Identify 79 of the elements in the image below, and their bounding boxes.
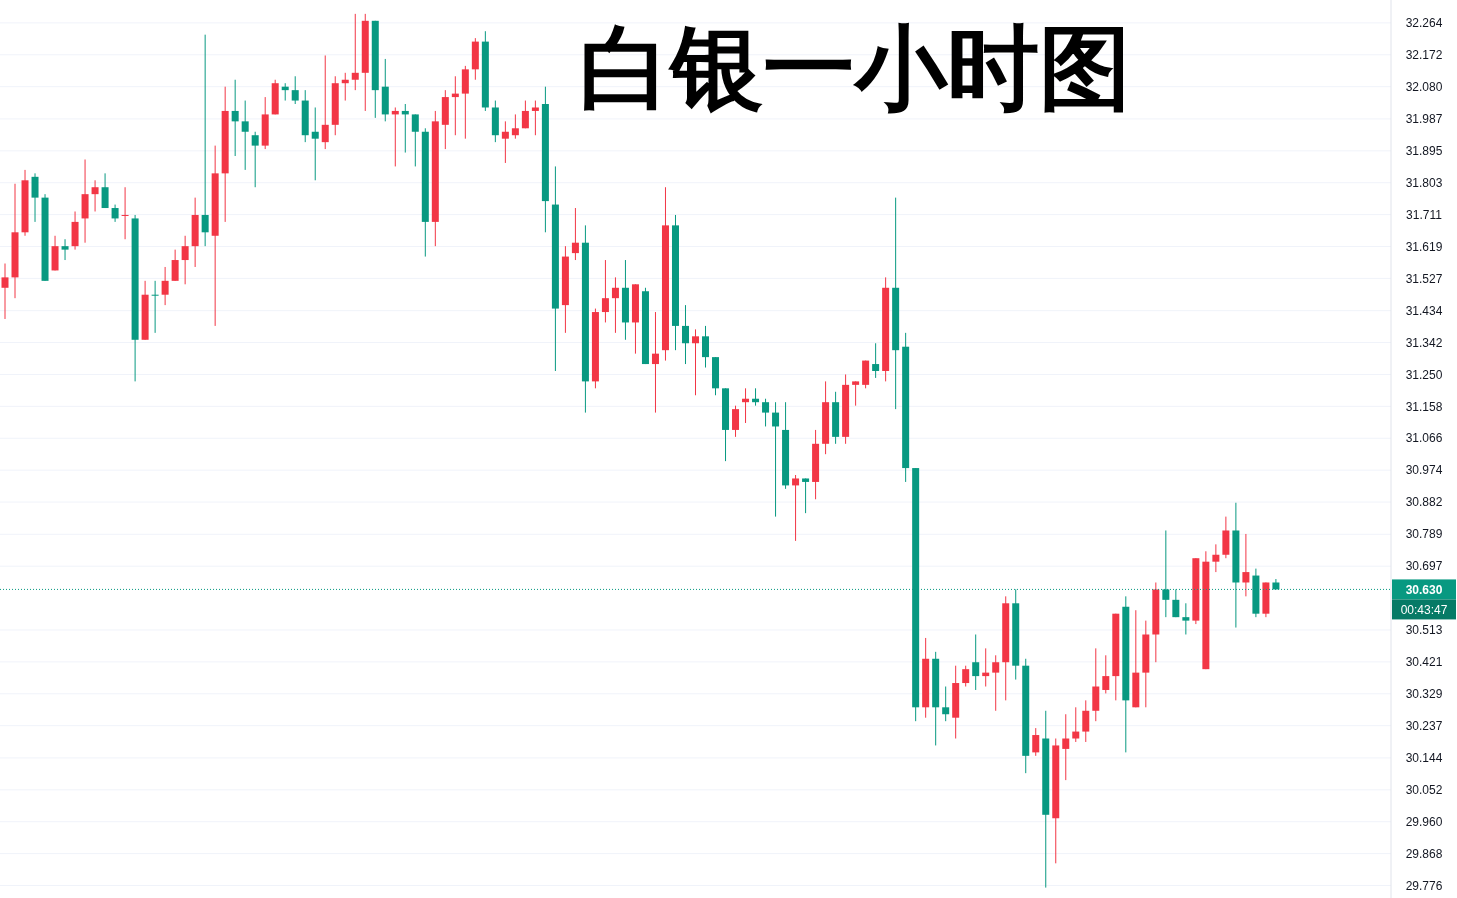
candlestick bbox=[241, 100, 249, 171]
y-tick-label: 30.513 bbox=[1405, 623, 1443, 638]
y-tick-label: 30.421 bbox=[1405, 655, 1443, 670]
y-tick-label: 31.066 bbox=[1405, 431, 1443, 446]
candlestick bbox=[571, 207, 579, 261]
y-tick-label: 31.987 bbox=[1405, 112, 1443, 127]
candlestick bbox=[411, 113, 419, 167]
candlestick bbox=[762, 398, 770, 427]
y-tick-label: 31.527 bbox=[1405, 271, 1443, 286]
y-tick-label: 32.080 bbox=[1405, 79, 1443, 94]
candlestick bbox=[1, 263, 9, 320]
y-tick-label: 30.697 bbox=[1405, 559, 1443, 574]
y-tick-label: 32.172 bbox=[1405, 47, 1443, 62]
candlestick bbox=[1182, 602, 1190, 635]
candlestick bbox=[692, 328, 699, 396]
candlestick bbox=[291, 75, 299, 105]
candlestick bbox=[732, 405, 740, 438]
y-tick-label: 29.776 bbox=[1405, 878, 1443, 893]
candlestick bbox=[1072, 706, 1080, 743]
candlestick bbox=[161, 266, 169, 306]
candlestick bbox=[171, 249, 179, 282]
candlestick bbox=[601, 259, 609, 323]
candlestick bbox=[872, 342, 880, 379]
y-tick-label: 30.329 bbox=[1405, 686, 1443, 701]
candlestick bbox=[852, 380, 860, 407]
ref-line-label: 30.630 bbox=[1405, 582, 1443, 597]
candlestick bbox=[201, 34, 209, 247]
y-tick-label: 31.158 bbox=[1405, 399, 1443, 414]
candlestick bbox=[151, 280, 159, 334]
candlestick bbox=[1212, 543, 1220, 573]
candlestick bbox=[521, 100, 529, 129]
y-tick-label: 30.237 bbox=[1405, 718, 1443, 733]
candlestick bbox=[1102, 654, 1110, 694]
y-tick-label: 30.789 bbox=[1405, 527, 1443, 542]
candlestick bbox=[101, 172, 109, 209]
candlestick bbox=[251, 131, 259, 188]
candlestick bbox=[121, 186, 129, 240]
candlestick bbox=[702, 325, 710, 369]
candlestick bbox=[1242, 533, 1250, 597]
candlestick bbox=[942, 686, 950, 722]
candlestick bbox=[231, 79, 239, 157]
candlestick bbox=[531, 100, 539, 136]
candlestick bbox=[321, 54, 329, 150]
candlestick bbox=[772, 401, 780, 518]
y-tick-label: 31.434 bbox=[1405, 303, 1443, 318]
y-tick-label: 31.619 bbox=[1405, 239, 1443, 254]
candlestick bbox=[501, 120, 509, 164]
y-tick-label: 32.264 bbox=[1405, 16, 1443, 31]
candlestick bbox=[181, 235, 189, 285]
candlestick bbox=[351, 13, 359, 91]
y-tick-label: 29.960 bbox=[1405, 814, 1443, 829]
candlestick bbox=[992, 654, 1000, 712]
candlestick bbox=[651, 311, 659, 414]
y-tick-label: 30.144 bbox=[1405, 751, 1443, 766]
candlestick bbox=[31, 172, 39, 223]
y-tick-label: 30.052 bbox=[1405, 783, 1443, 798]
y-tick-label: 30.974 bbox=[1405, 463, 1443, 478]
text: 00:43:47 bbox=[1400, 602, 1448, 617]
candlestick bbox=[802, 477, 810, 514]
candlestick bbox=[681, 304, 689, 365]
chart-title: 白银一小时图 bbox=[579, 14, 1131, 122]
y-tick-label: 31.250 bbox=[1405, 367, 1443, 382]
candlestick bbox=[611, 276, 619, 334]
candlestick bbox=[1032, 727, 1040, 757]
y-tick-label: 31.342 bbox=[1405, 335, 1443, 350]
y-tick-label: 30.882 bbox=[1405, 495, 1443, 510]
candlestick bbox=[311, 106, 319, 181]
candlestick bbox=[61, 238, 69, 261]
candlestick bbox=[91, 179, 99, 212]
candlestick bbox=[792, 474, 800, 542]
candlestick bbox=[962, 665, 970, 687]
candlestick bbox=[1082, 699, 1090, 743]
y-tick-label: 31.803 bbox=[1405, 175, 1443, 190]
candlestick bbox=[972, 633, 980, 691]
y-tick-label: 31.711 bbox=[1406, 207, 1443, 222]
y-tick-label: 29.868 bbox=[1405, 846, 1443, 861]
candlestick bbox=[511, 113, 519, 140]
candlestick bbox=[1062, 713, 1070, 781]
y-tick-label: 31.895 bbox=[1405, 144, 1443, 159]
